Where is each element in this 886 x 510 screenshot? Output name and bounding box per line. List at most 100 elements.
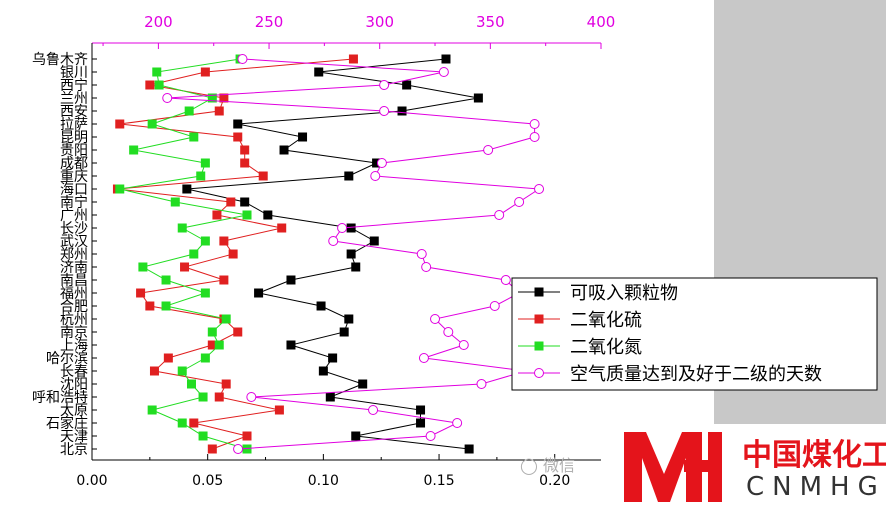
data-point	[258, 171, 268, 181]
city-label: 西宁	[60, 77, 88, 94]
logo-name-en: CNMHG	[746, 472, 886, 502]
data-point	[328, 236, 339, 246]
data-point	[219, 236, 229, 246]
city-label: 合肥	[60, 299, 88, 315]
bottom-tick-label: 0.05	[192, 473, 223, 489]
mh-logo-mark-icon	[624, 432, 722, 502]
data-point	[348, 54, 358, 64]
data-point	[207, 340, 217, 350]
watermark-text: 微信	[543, 456, 576, 475]
legend-label: 二氧化硫	[570, 310, 642, 331]
top-tick-label: 350	[476, 13, 505, 31]
axes-frame	[91, 42, 601, 461]
data-point	[189, 418, 199, 428]
top-tick-label: 200	[144, 13, 173, 31]
city-label: 长沙	[60, 221, 88, 237]
data-point	[219, 93, 229, 103]
city-label: 南昌	[60, 273, 88, 289]
series-空气质量达到及好于二级的天数	[162, 54, 545, 454]
data-point	[402, 80, 412, 90]
data-point	[416, 405, 426, 415]
data-point	[242, 431, 252, 441]
brand-logo: 中国煤化工 CNMHG	[610, 424, 886, 510]
data-point	[212, 210, 222, 220]
data-point	[147, 405, 157, 415]
data-point	[464, 444, 474, 454]
data-point	[226, 197, 236, 207]
data-point	[337, 223, 348, 233]
city-label: 济南	[60, 260, 88, 276]
city-label: 银川	[60, 65, 88, 81]
city-label: 郑州	[60, 247, 88, 263]
data-point	[161, 275, 171, 285]
legend-label: 空气质量达到及好于二级的天数	[570, 364, 822, 385]
data-point	[200, 236, 210, 246]
city-label: 乌鲁木齐	[32, 52, 88, 68]
data-point	[145, 80, 155, 90]
data-point	[233, 132, 243, 142]
data-point	[279, 145, 289, 155]
data-point	[219, 275, 229, 285]
city-label: 沈阳	[60, 377, 88, 393]
data-point	[346, 249, 356, 259]
data-point	[473, 93, 483, 103]
legend-label: 可吸入颗粒物	[570, 283, 678, 304]
data-point	[286, 275, 296, 285]
data-point	[344, 171, 354, 181]
logo-name-cn: 中国煤化工	[742, 438, 886, 473]
data-point	[180, 262, 190, 272]
city-axis: 乌鲁木齐银川西宁兰州西安拉萨昆明贵阳成都重庆海口南宁广州长沙武汉郑州济南南昌福州…	[32, 52, 97, 458]
data-point	[325, 392, 335, 402]
data-point	[351, 262, 361, 272]
city-label: 拉萨	[60, 117, 88, 133]
data-point	[277, 223, 287, 233]
data-point	[351, 431, 361, 441]
data-point	[228, 249, 238, 259]
data-point	[318, 366, 328, 376]
top-tick-label: 250	[255, 13, 284, 31]
data-point	[200, 67, 210, 77]
data-point	[240, 197, 250, 207]
series-layer	[112, 54, 545, 454]
legend-swatch-marker	[534, 341, 544, 351]
data-point	[200, 288, 210, 298]
data-point	[397, 106, 407, 116]
legend-swatch-marker	[534, 368, 544, 378]
data-point	[379, 106, 390, 116]
data-point	[344, 314, 354, 324]
data-point	[152, 67, 162, 77]
data-point	[370, 171, 381, 181]
plot-area	[92, 43, 601, 460]
city-label: 杭州	[60, 312, 88, 328]
data-point	[214, 392, 224, 402]
top-tick-label: 300	[365, 13, 394, 31]
data-point	[240, 145, 250, 155]
data-point	[189, 132, 199, 142]
city-label: 贵阳	[60, 143, 88, 159]
data-point	[489, 301, 500, 311]
city-label: 西安	[60, 104, 88, 120]
data-point	[286, 340, 296, 350]
bottom-tick-label: 0.10	[308, 473, 339, 489]
data-point	[242, 444, 252, 454]
data-point	[483, 145, 494, 155]
data-point	[233, 327, 243, 337]
data-point	[136, 288, 146, 298]
data-point	[421, 262, 432, 272]
series-二氧化氮	[115, 54, 252, 454]
data-point	[430, 314, 441, 324]
data-point	[162, 93, 173, 103]
data-point	[328, 353, 338, 363]
city-label: 太原	[60, 403, 88, 419]
data-point	[196, 171, 206, 181]
city-label: 石家庄	[46, 415, 88, 432]
data-point	[147, 119, 157, 129]
data-point	[242, 210, 252, 220]
city-label: 哈尔滨	[46, 351, 88, 367]
data-point	[246, 392, 257, 402]
data-point	[452, 418, 463, 428]
data-point	[149, 366, 159, 376]
data-point	[214, 340, 224, 350]
data-point	[458, 340, 469, 350]
